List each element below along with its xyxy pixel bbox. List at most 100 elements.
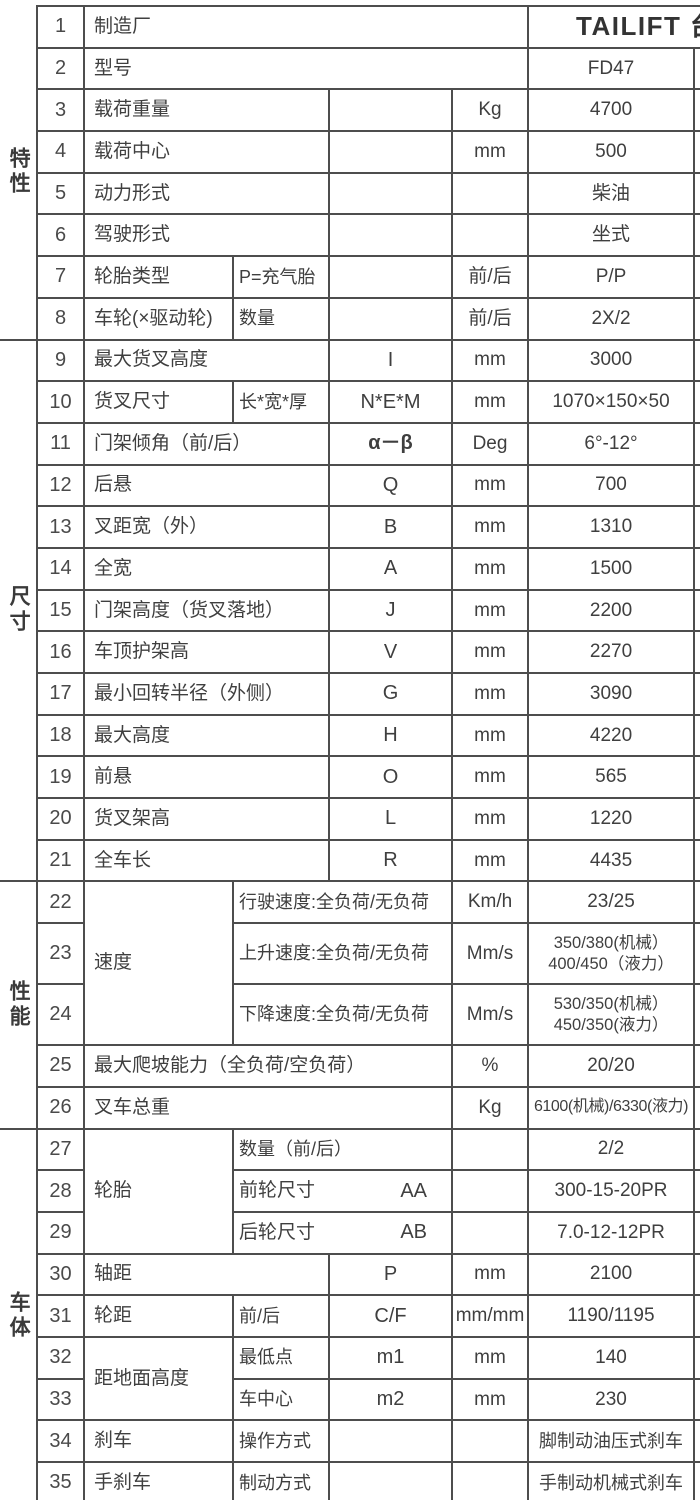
value-cell: 23/25 (527, 880, 696, 925)
row-number: 4 (36, 130, 85, 174)
value-cell: 20/20 (527, 1044, 696, 1088)
value-cell: 柴油 (527, 171, 696, 216)
param-sub-label: 长*宽*厚 (232, 380, 330, 424)
unit-cell (450, 1419, 530, 1463)
unit-cell (450, 1127, 530, 1172)
clipped-cell (693, 46, 700, 91)
category-label: 性能 (0, 880, 38, 1130)
row-number: 13 (36, 505, 85, 549)
table-row: 10 货叉尺寸 长*宽*厚 N*E*M mm 1070×150×50 (0, 380, 700, 424)
param-name: 轴距 (83, 1252, 330, 1297)
symbol-cell (328, 171, 453, 216)
symbol-cell: m1 (328, 1335, 453, 1380)
clipped-cell (693, 1294, 700, 1338)
row-number: 11 (36, 421, 85, 466)
row-number: 23 (36, 922, 85, 986)
symbol-cell: N*E*M (328, 380, 453, 424)
clipped-cell (693, 1169, 700, 1213)
clipped-cell (693, 1461, 700, 1500)
value-cell: 1310 (527, 505, 696, 549)
row-number: 22 (36, 880, 85, 925)
unit-cell (450, 171, 530, 216)
clipped-cell (693, 338, 700, 383)
symbol-cell (328, 130, 453, 174)
symbol: AB (400, 1221, 427, 1244)
param-sub-label: 最低点 (232, 1335, 330, 1380)
param-name: 叉距宽（外） (83, 505, 330, 549)
brand-value: TAILIFT 台 (527, 5, 700, 49)
param-sub-label: 后轮尺寸 (239, 1221, 316, 1243)
param-group-label: 速度 (83, 880, 234, 1047)
clipped-cell (693, 130, 700, 174)
clipped-cell (693, 171, 700, 216)
row-number: 5 (36, 171, 85, 216)
param-sub-label: P=充气胎 (232, 255, 330, 299)
symbol-cell: Q (328, 463, 453, 508)
param-sub-label: 制动方式 (232, 1461, 330, 1500)
clipped-cell (693, 380, 700, 424)
row-number: 6 (36, 213, 85, 258)
table-row: 7 轮胎类型 P=充气胎 前/后 P/P (0, 255, 700, 299)
clipped-cell (693, 1335, 700, 1380)
value-cell: 2/2 (527, 1127, 696, 1172)
clipped-cell (693, 1127, 700, 1172)
symbol-cell: I (328, 338, 453, 383)
unit-cell: mm (450, 463, 530, 508)
value-cell: 2270 (527, 630, 696, 674)
clipped-cell (693, 213, 700, 258)
param-name: 手刹车 (83, 1461, 234, 1500)
clipped-cell (693, 1085, 700, 1130)
table-row: 24 下降速度:全负荷/无负荷 Mm/s 530/350(机械） 450/350(液力… (0, 983, 700, 1047)
table-row: 性能 22 速度 行驶速度:全负荷/无负荷 Km/h 23/25 (0, 880, 700, 1130)
row-number: 31 (36, 1294, 85, 1338)
row-number: 17 (36, 672, 85, 716)
table-row: 车体 27 轮胎 数量（前/后） 2/2 (0, 1127, 700, 1500)
unit-cell: Mm/s (450, 922, 530, 986)
value-cell: 230 (527, 1377, 696, 1422)
row-number: 12 (36, 463, 85, 508)
table-row: 28 前轮尺寸 AA 300-15-20PR (0, 1169, 700, 1213)
param-description: 前轮尺寸 AA (232, 1169, 453, 1213)
value-cell: 手制动机械式刹车 (527, 1461, 696, 1500)
value-cell: 500 (527, 130, 696, 174)
value-cell: 1070×150×50 (527, 380, 696, 424)
row-number: 9 (36, 338, 85, 383)
param-description: 后轮尺寸 AB (232, 1210, 453, 1255)
row-number: 30 (36, 1252, 85, 1297)
param-name: 驾驶形式 (83, 213, 330, 258)
unit-cell: mm (450, 588, 530, 633)
value-cell: FD47 (527, 46, 696, 91)
unit-cell: mm (450, 713, 530, 758)
param-description: 上升速度:全负荷/无负荷 (232, 922, 453, 986)
symbol-cell: A (328, 546, 453, 591)
param-name: 全车长 (83, 838, 330, 883)
symbol-cell: G (328, 672, 453, 716)
param-name: 门架倾角（前/后） (83, 421, 330, 466)
row-number: 19 (36, 755, 85, 800)
value-cell: 1220 (527, 797, 696, 841)
param-name: 轮距 (83, 1294, 234, 1338)
clipped-cell (693, 1252, 700, 1297)
clipped-cell (693, 588, 700, 633)
param-name: 货叉架高 (83, 797, 330, 841)
value-cell: 3090 (527, 672, 696, 716)
row-number: 18 (36, 713, 85, 758)
table-row: 31 轮距 前/后 C/F mm/mm 1190/1195 (0, 1294, 700, 1338)
row-number: 8 (36, 296, 85, 341)
param-sub-label: 前/后 (232, 1294, 330, 1338)
value-cell: 1500 (527, 546, 696, 591)
param-name: 后悬 (83, 463, 330, 508)
param-sub-label: 操作方式 (232, 1419, 330, 1463)
clipped-cell (693, 1377, 700, 1422)
param-description: 行驶速度:全负荷/无负荷 (232, 880, 453, 925)
clipped-cell (693, 1210, 700, 1255)
symbol-cell: P (328, 1252, 453, 1297)
row-number: 14 (36, 546, 85, 591)
